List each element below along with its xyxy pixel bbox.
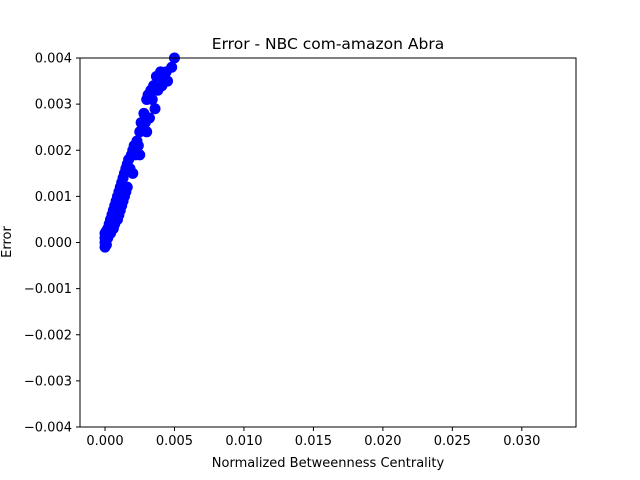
y-tick-label: −0.003 <box>24 374 72 389</box>
y-tick-label: 0.002 <box>35 144 72 159</box>
y-tick-label: 0.001 <box>35 190 72 205</box>
y-axis: −0.004 −0.003 −0.002 −0.001 0.000 0.001 0.002 0… <box>24 52 80 436</box>
y-tick-label: 0.004 <box>35 52 72 67</box>
y-tick-label: −0.002 <box>24 328 72 343</box>
data-point <box>121 181 133 193</box>
x-tick-label: 0.025 <box>434 434 471 449</box>
data-point <box>162 75 174 87</box>
x-axis-label: Normalized Betweenness Centrality <box>212 456 445 471</box>
y-tick-label: −0.004 <box>24 421 72 436</box>
data-point <box>134 149 146 161</box>
data-point <box>143 112 155 124</box>
x-tick-label: 0.005 <box>156 434 193 449</box>
data-point <box>132 140 144 152</box>
x-tick-label: 0.000 <box>86 434 123 449</box>
x-tick-label: 0.020 <box>364 434 401 449</box>
data-point <box>146 94 158 106</box>
data-point <box>149 103 161 115</box>
x-axis: 0.000 0.005 0.010 0.015 0.020 0.025 0.030 <box>86 427 540 449</box>
y-tick-label: −0.001 <box>24 282 72 297</box>
data-point <box>127 167 139 179</box>
data-point <box>141 126 153 138</box>
x-tick-label: 0.010 <box>225 434 262 449</box>
data-point <box>166 61 178 73</box>
points-layer <box>99 52 180 253</box>
x-tick-label: 0.015 <box>295 434 332 449</box>
x-tick-label: 0.030 <box>503 434 540 449</box>
y-axis-label: Error <box>0 226 15 258</box>
y-tick-label: 0.000 <box>35 236 72 251</box>
y-tick-label: 0.003 <box>35 98 72 113</box>
chart-title: Error - NBC com-amazon Abra <box>212 35 444 53</box>
